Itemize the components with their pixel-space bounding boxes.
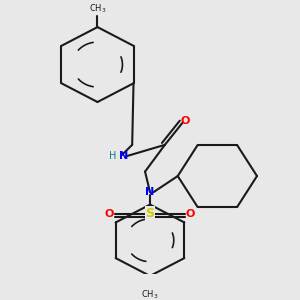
Text: CH$_3$: CH$_3$ [141,288,159,300]
Text: O: O [181,116,190,126]
Text: N: N [146,187,154,197]
Text: N: N [118,152,128,161]
Text: S: S [146,207,154,220]
Text: CH$_3$: CH$_3$ [89,2,106,15]
Text: O: O [105,208,114,218]
Text: H: H [109,152,116,161]
Text: O: O [186,208,195,218]
